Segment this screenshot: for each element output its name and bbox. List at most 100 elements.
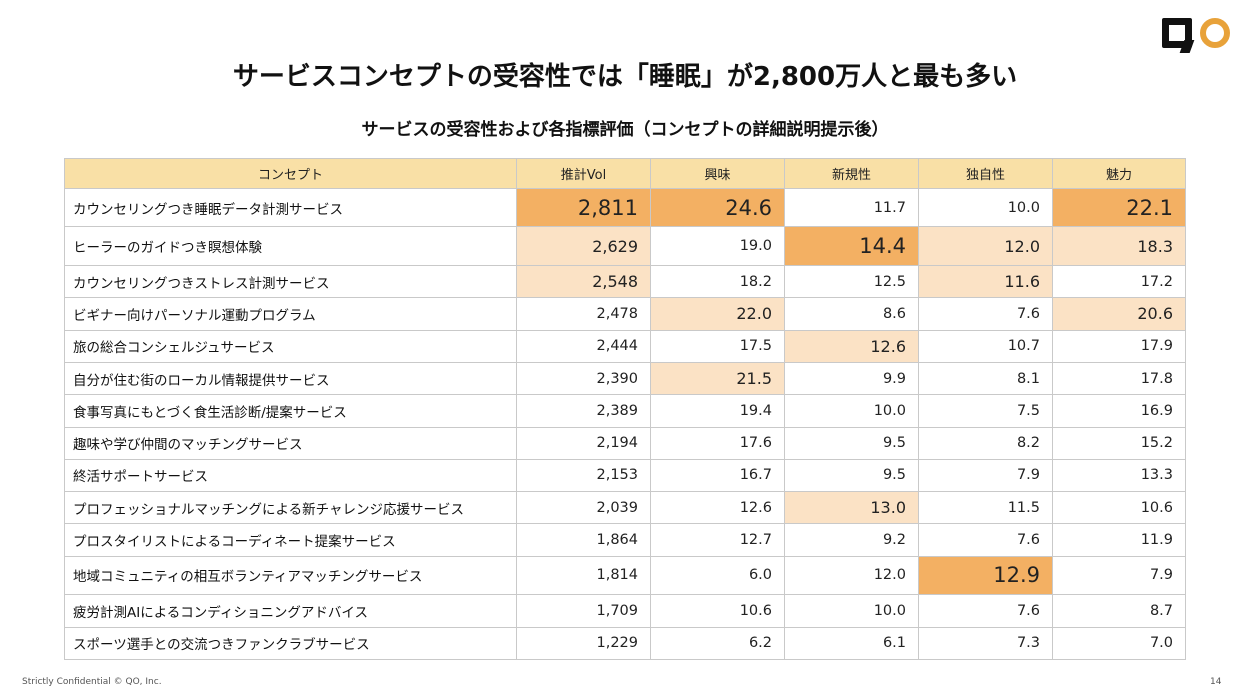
uniqueness-cell: 11.6 [918, 264, 1053, 299]
interest-cell: 12.6 [650, 491, 785, 525]
concept-name-cell: 地域コミュニティの相互ボランティアマッチングサービス [64, 555, 517, 596]
interest-cell: 21.5 [650, 361, 785, 396]
header-volume: 推計Vol [516, 158, 651, 189]
table-body: カウンセリングつき睡眠データ計測サービス 2,811 24.6 11.7 10.0 22.… [64, 187, 1186, 661]
novelty-cell: 10.0 [784, 394, 919, 428]
appeal-cell: 11.9 [1052, 523, 1186, 557]
concept-name-cell: スポーツ選手との交流つきファンクラブサービス [64, 626, 517, 661]
logo-o-ring [1200, 18, 1230, 48]
header-appeal: 魅力 [1052, 158, 1186, 189]
novelty-cell: 10.0 [784, 594, 919, 628]
interest-cell: 19.0 [650, 226, 785, 266]
concept-name-cell: 食事写真にもとづく食生活診断/提案サービス [64, 394, 517, 428]
uniqueness-cell: 12.0 [918, 226, 1053, 266]
uniqueness-cell: 7.6 [918, 523, 1053, 557]
uniqueness-cell: 11.5 [918, 491, 1053, 525]
uniqueness-cell: 12.9 [918, 555, 1053, 596]
uniqueness-cell: 7.9 [918, 458, 1053, 493]
volume-cell: 1,229 [516, 626, 651, 661]
qo-logo [1162, 18, 1234, 54]
uniqueness-cell: 10.7 [918, 329, 1053, 363]
interest-cell: 19.4 [650, 394, 785, 428]
appeal-cell: 13.3 [1052, 458, 1186, 493]
interest-cell: 17.6 [650, 426, 785, 460]
concept-name-cell: プロフェッショナルマッチングによる新チャレンジ応援サービス [64, 491, 517, 525]
novelty-cell: 9.9 [784, 361, 919, 396]
volume-cell: 2,194 [516, 426, 651, 460]
footer-page-number: 14 [1210, 677, 1222, 687]
header-novelty: 新規性 [784, 158, 919, 189]
novelty-cell: 13.0 [784, 491, 919, 525]
interest-cell: 24.6 [650, 187, 785, 228]
uniqueness-cell: 7.3 [918, 626, 1053, 661]
volume-cell: 2,444 [516, 329, 651, 363]
concept-name-cell: 終活サポートサービス [64, 458, 517, 493]
table-row: プロスタイリストによるコーディネート提案サービス 1,864 12.7 9.2 7.6 1… [64, 523, 1186, 557]
volume-cell: 2,390 [516, 361, 651, 396]
uniqueness-cell: 7.6 [918, 297, 1053, 331]
uniqueness-cell: 7.5 [918, 394, 1053, 428]
appeal-cell: 15.2 [1052, 426, 1186, 460]
novelty-cell: 12.5 [784, 264, 919, 299]
table-row: 地域コミュニティの相互ボランティアマッチングサービス 1,814 6.0 12.0 12… [64, 555, 1186, 596]
concept-name-cell: 疲労計測AIによるコンディショニングアドバイス [64, 594, 517, 628]
appeal-cell: 17.2 [1052, 264, 1186, 299]
concept-name-cell: プロスタイリストによるコーディネート提案サービス [64, 523, 517, 557]
uniqueness-cell: 10.0 [918, 187, 1053, 228]
appeal-cell: 16.9 [1052, 394, 1186, 428]
novelty-cell: 12.0 [784, 555, 919, 596]
interest-cell: 16.7 [650, 458, 785, 493]
appeal-cell: 7.9 [1052, 555, 1186, 596]
novelty-cell: 9.2 [784, 523, 919, 557]
header-concept: コンセプト [64, 158, 517, 189]
table-row: 疲労計測AIによるコンディショニングアドバイス 1,709 10.6 10.0 7.6 8… [64, 594, 1186, 628]
uniqueness-cell: 7.6 [918, 594, 1053, 628]
interest-cell: 10.6 [650, 594, 785, 628]
novelty-cell: 12.6 [784, 329, 919, 363]
page-subtitle: サービスの受容性および各指標評価（コンセプトの詳細説明提示後） [361, 120, 889, 140]
uniqueness-cell: 8.2 [918, 426, 1053, 460]
interest-cell: 18.2 [650, 264, 785, 299]
interest-cell: 6.2 [650, 626, 785, 661]
uniqueness-cell: 8.1 [918, 361, 1053, 396]
table-row: 旅の総合コンシェルジュサービス 2,444 17.5 12.6 10.7 17.9 [64, 329, 1186, 363]
table-row: プロフェッショナルマッチングによる新チャレンジ応援サービス 2,039 12.6 13… [64, 491, 1186, 525]
table-row: ビギナー向けパーソナル運動プログラム 2,478 22.0 8.6 7.6 20.6 [64, 297, 1186, 331]
volume-cell: 1,864 [516, 523, 651, 557]
volume-cell: 2,478 [516, 297, 651, 331]
interest-cell: 6.0 [650, 555, 785, 596]
logo-q-mark [1162, 18, 1192, 48]
concept-table: コンセプト 推計Vol 興味 新規性 独自性 魅力 カウンセリングつき睡眠データ… [64, 158, 1186, 661]
table-row: カウンセリングつきストレス計測サービス 2,548 18.2 12.5 11.6 17.2 [64, 264, 1186, 299]
footer-confidential: Strictly Confidential © QO, Inc. [22, 677, 162, 687]
header-uniqueness: 独自性 [918, 158, 1053, 189]
appeal-cell: 17.9 [1052, 329, 1186, 363]
table-row: 食事写真にもとづく食生活診断/提案サービス 2,389 19.4 10.0 7.5 16.… [64, 394, 1186, 428]
appeal-cell: 8.7 [1052, 594, 1186, 628]
novelty-cell: 14.4 [784, 226, 919, 266]
table-row: 自分が住む街のローカル情報提供サービス 2,390 21.5 9.9 8.1 17.8 [64, 361, 1186, 396]
novelty-cell: 8.6 [784, 297, 919, 331]
volume-cell: 2,548 [516, 264, 651, 299]
novelty-cell: 9.5 [784, 458, 919, 493]
concept-name-cell: ヒーラーのガイドつき瞑想体験 [64, 226, 517, 266]
appeal-cell: 18.3 [1052, 226, 1186, 266]
table-row: 趣味や学び仲間のマッチングサービス 2,194 17.6 9.5 8.2 15.2 [64, 426, 1186, 460]
novelty-cell: 6.1 [784, 626, 919, 661]
volume-cell: 2,039 [516, 491, 651, 525]
concept-name-cell: カウンセリングつき睡眠データ計測サービス [64, 187, 517, 228]
volume-cell: 1,709 [516, 594, 651, 628]
concept-name-cell: 自分が住む街のローカル情報提供サービス [64, 361, 517, 396]
header-interest: 興味 [650, 158, 785, 189]
table-row: スポーツ選手との交流つきファンクラブサービス 1,229 6.2 6.1 7.3 7.0 [64, 626, 1186, 661]
concept-name-cell: カウンセリングつきストレス計測サービス [64, 264, 517, 299]
appeal-cell: 10.6 [1052, 491, 1186, 525]
appeal-cell: 7.0 [1052, 626, 1186, 661]
volume-cell: 2,153 [516, 458, 651, 493]
volume-cell: 2,629 [516, 226, 651, 266]
concept-name-cell: 趣味や学び仲間のマッチングサービス [64, 426, 517, 460]
novelty-cell: 11.7 [784, 187, 919, 228]
interest-cell: 22.0 [650, 297, 785, 331]
table-row: 終活サポートサービス 2,153 16.7 9.5 7.9 13.3 [64, 458, 1186, 493]
concept-name-cell: ビギナー向けパーソナル運動プログラム [64, 297, 517, 331]
